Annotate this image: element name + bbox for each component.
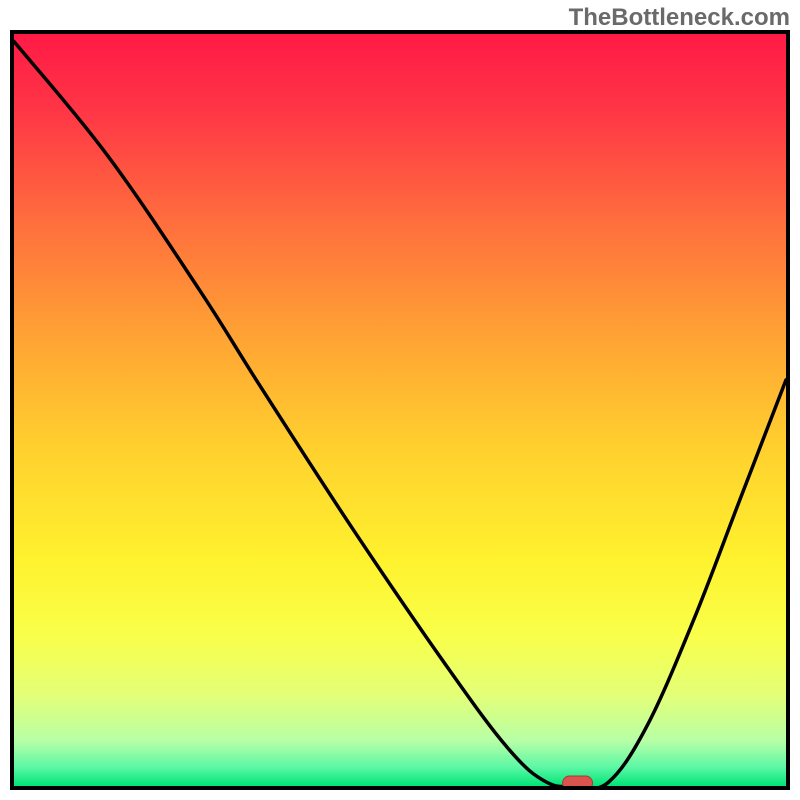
plot-area: [14, 34, 786, 790]
bottleneck-chart: [0, 0, 800, 800]
chart-container: TheBottleneck.com: [0, 0, 800, 800]
watermark-text: TheBottleneck.com: [569, 4, 790, 32]
